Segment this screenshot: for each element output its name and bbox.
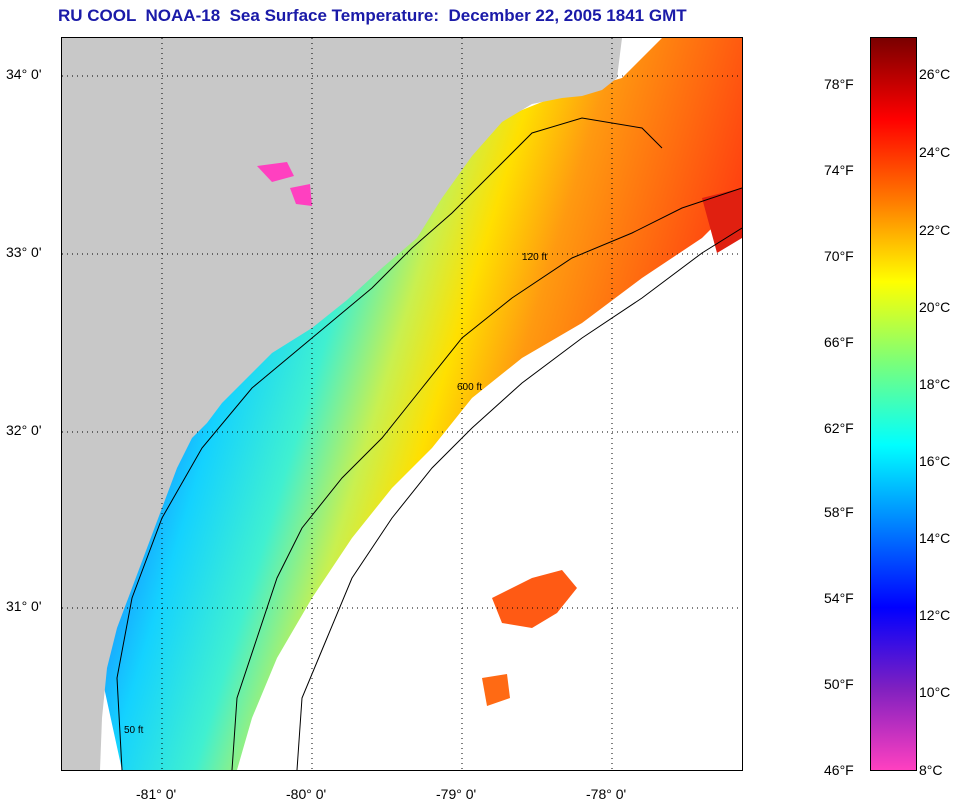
colorbar-c-22: 22°C (919, 222, 951, 238)
contour-600ft (296, 227, 742, 770)
warm-patch-3 (702, 188, 742, 253)
contour-label-50ft: 50 ft (124, 725, 144, 736)
colorbar-c-10: 10°C (919, 684, 951, 700)
sst-map: 50 ft 120 ft 600 ft (61, 37, 743, 771)
colorbar-c-14: 14°C (919, 530, 951, 546)
colorbar-f-46: 46°F (824, 762, 854, 778)
lat-label-34: 34° 0' (6, 66, 42, 82)
colorbar-c-20: 20°C (919, 299, 951, 315)
contour-label-120ft: 120 ft (522, 252, 547, 263)
graticule (62, 38, 742, 770)
inland-lake-1 (257, 162, 294, 182)
temperature-colorbar (870, 37, 917, 771)
lon-label-81: -81° 0' (136, 786, 177, 802)
warm-patch-1 (492, 570, 577, 628)
lat-label-32: 32° 0' (6, 422, 42, 438)
colorbar-f-70: 70°F (824, 248, 854, 264)
colorbar-f-54: 54°F (824, 590, 854, 606)
colorbar-f-78: 78°F (824, 76, 854, 92)
colorbar-c-18: 18°C (919, 376, 951, 392)
colorbar-f-62: 62°F (824, 420, 854, 436)
colorbar-f-74: 74°F (824, 162, 854, 178)
sst-map-graphic: 50 ft 120 ft 600 ft (62, 38, 742, 770)
colorbar-f-66: 66°F (824, 334, 854, 350)
colorbar-c-8: 8°C (919, 762, 943, 778)
colorbar-c-26: 26°C (919, 66, 951, 82)
map-title: RU COOL NOAA-18 Sea Surface Temperature:… (58, 6, 687, 25)
lon-label-79: -79° 0' (436, 786, 477, 802)
colorbar-c-16: 16°C (919, 453, 951, 469)
colorbar-f-58: 58°F (824, 504, 854, 520)
colorbar-c-24: 24°C (919, 144, 951, 160)
lon-label-80: -80° 0' (286, 786, 327, 802)
lat-label-31: 31° 0' (6, 598, 42, 614)
contour-label-600ft: 600 ft (457, 382, 482, 393)
colorbar-c-12: 12°C (919, 607, 951, 623)
inland-lake-2 (290, 184, 312, 206)
sst-shelf-field (102, 38, 742, 770)
land-area (62, 38, 622, 770)
contour-50ft (116, 117, 663, 770)
lat-label-33: 33° 0' (6, 244, 42, 260)
lon-label-78: -78° 0' (586, 786, 627, 802)
contour-120ft (231, 187, 742, 770)
colorbar-f-50: 50°F (824, 676, 854, 692)
warm-patch-2 (482, 674, 510, 706)
